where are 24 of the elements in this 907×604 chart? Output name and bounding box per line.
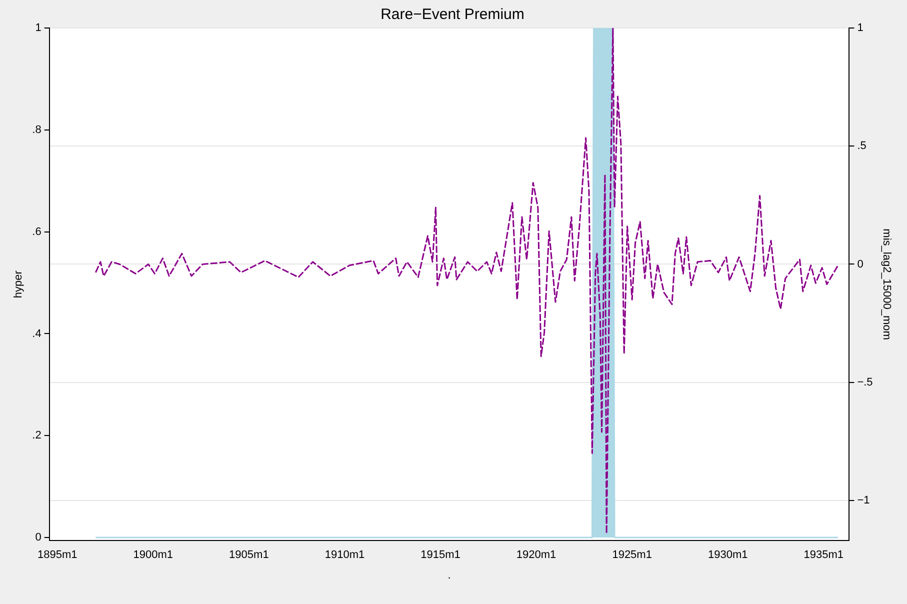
y2-tick-label: 1 xyxy=(857,22,864,34)
y-tick-label: .6 xyxy=(32,226,42,238)
x-tick-label: 1905m1 xyxy=(229,549,269,562)
x-tick-label: 1920m1 xyxy=(516,549,556,562)
x-tick-label: 1910m1 xyxy=(324,549,365,562)
y-axis-title: hyper xyxy=(12,270,25,298)
chart-title: Rare−Event Premium xyxy=(380,6,524,24)
x-tick-label: 1925m1 xyxy=(612,549,652,562)
y2-tick-label: −.5 xyxy=(857,376,873,388)
x-tick-label: 1895m1 xyxy=(37,549,78,562)
y-tick-label: .8 xyxy=(32,124,42,136)
x-tick-label: 1930m1 xyxy=(708,549,748,562)
y-tick-label: 1 xyxy=(35,22,42,34)
y-tick-label: .2 xyxy=(32,430,42,442)
x-tick-label: 1915m1 xyxy=(420,549,460,562)
y2-tick-label: −1 xyxy=(857,494,870,506)
y2-tick-label: 0 xyxy=(857,258,864,270)
x-tick-label: 1900m1 xyxy=(133,549,174,562)
y-tick-label: 0 xyxy=(35,532,42,544)
y2-tick-label: .5 xyxy=(857,140,866,152)
y-tick-label: .4 xyxy=(32,328,42,340)
y2-axis-title: mis_lag2_15000_mom xyxy=(880,228,892,340)
x-tick-label: 1935m1 xyxy=(804,549,844,562)
x-axis-title: . xyxy=(448,569,451,582)
